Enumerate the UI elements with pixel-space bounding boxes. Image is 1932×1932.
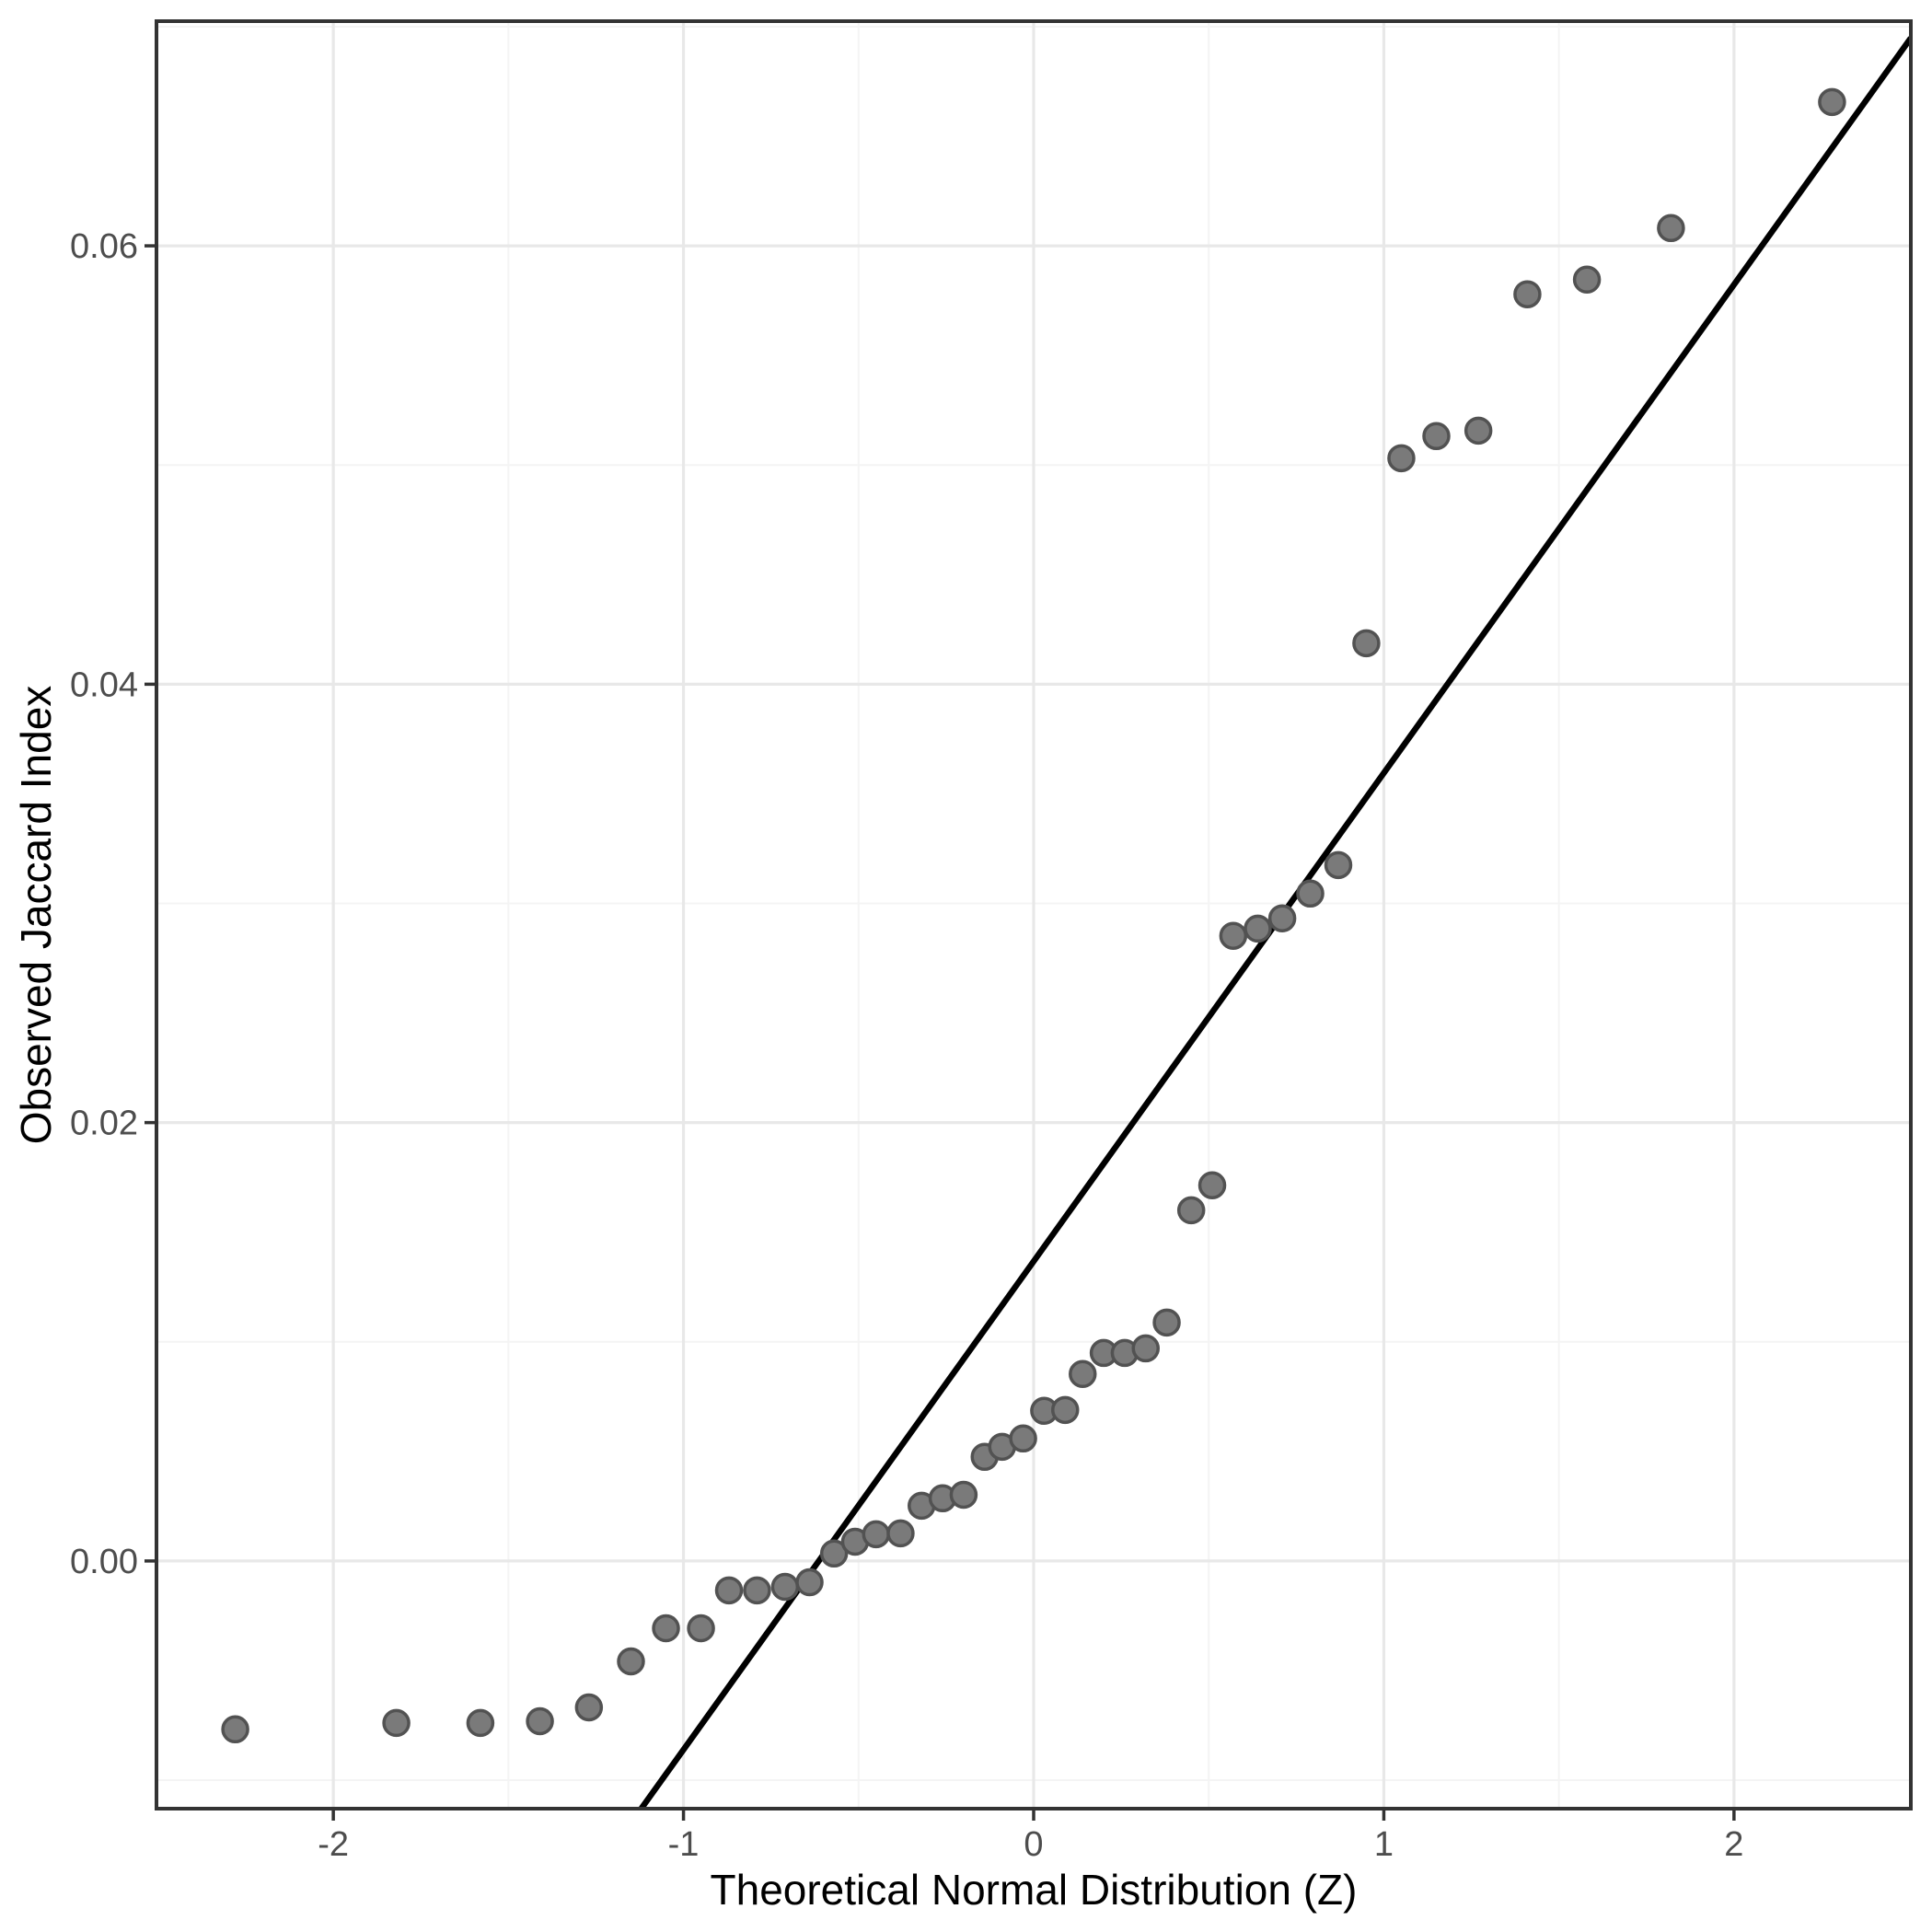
x-tick-label: 0 bbox=[1024, 1825, 1043, 1864]
data-point bbox=[1152, 1308, 1181, 1337]
data-point bbox=[1387, 444, 1416, 473]
data-point bbox=[795, 1568, 824, 1597]
data-point bbox=[382, 1708, 411, 1738]
data-point bbox=[1422, 422, 1451, 451]
reference-line bbox=[637, 36, 1911, 1809]
data-point bbox=[1657, 214, 1685, 243]
data-point bbox=[1219, 921, 1248, 950]
data-point bbox=[1463, 416, 1493, 445]
data-point bbox=[743, 1576, 771, 1605]
data-point bbox=[1572, 265, 1602, 295]
data-point bbox=[1009, 1424, 1037, 1453]
data-point bbox=[1818, 87, 1846, 117]
data-point bbox=[574, 1693, 604, 1722]
x-axis-title: Theoretical Normal Distribution (Z) bbox=[710, 1866, 1358, 1914]
data-point bbox=[714, 1576, 744, 1605]
data-point bbox=[1324, 850, 1353, 880]
data-point bbox=[1176, 1196, 1206, 1225]
data-point bbox=[1352, 629, 1381, 658]
data-point bbox=[770, 1572, 800, 1602]
data-point bbox=[886, 1519, 915, 1548]
data-point bbox=[526, 1706, 554, 1736]
data-point bbox=[1131, 1334, 1160, 1363]
data-point bbox=[1197, 1171, 1227, 1199]
data-point bbox=[862, 1520, 891, 1549]
x-tick-label: -1 bbox=[668, 1825, 700, 1864]
y-tick-label: 0.02 bbox=[70, 1105, 138, 1143]
y-tick-label: 0.04 bbox=[70, 665, 138, 704]
x-tick-label: -2 bbox=[318, 1825, 349, 1864]
data-point bbox=[652, 1614, 680, 1643]
data-point bbox=[1267, 904, 1297, 932]
data-point bbox=[1296, 879, 1325, 908]
x-tick-label: 2 bbox=[1724, 1825, 1743, 1864]
y-axis-title-text: Observed Jaccard Index bbox=[12, 685, 60, 1145]
data-point bbox=[617, 1647, 645, 1676]
data-point bbox=[1050, 1395, 1080, 1425]
x-tick-label: 1 bbox=[1374, 1825, 1394, 1864]
data-point bbox=[1069, 1359, 1097, 1389]
y-tick-label: 0.06 bbox=[70, 227, 138, 266]
data-point bbox=[1513, 280, 1542, 308]
data-point bbox=[819, 1539, 849, 1568]
data-point bbox=[466, 1708, 495, 1738]
data-point bbox=[687, 1614, 715, 1643]
data-point bbox=[221, 1715, 249, 1744]
data-point bbox=[949, 1480, 978, 1510]
y-tick-label: 0.00 bbox=[70, 1543, 138, 1581]
data-point bbox=[1244, 914, 1272, 943]
